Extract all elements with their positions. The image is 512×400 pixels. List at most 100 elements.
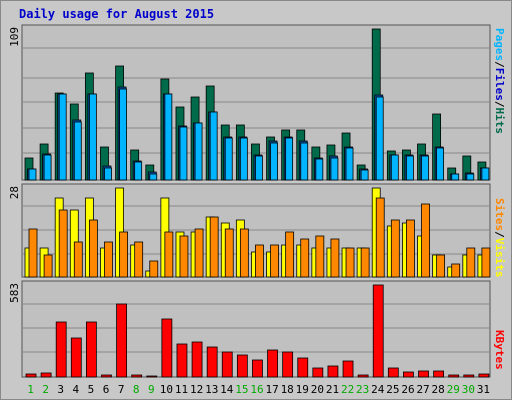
bar-pages-8 — [134, 161, 143, 181]
bar-pages-21 — [330, 157, 339, 181]
bar-kbytes-1 — [25, 373, 37, 378]
bar-sites-5 — [88, 219, 98, 278]
bar-kbytes-25 — [387, 367, 399, 378]
bar-sites-14 — [224, 228, 234, 278]
legend-hits-files-pages-part-1: / — [493, 61, 506, 68]
bar-kbytes-19 — [297, 357, 309, 378]
y-max-label-1: 109 — [8, 27, 21, 47]
bar-pages-16 — [255, 155, 263, 181]
x-tick-label-15: 15 — [235, 383, 248, 396]
bar-pages-2 — [43, 154, 52, 181]
bar-kbytes-7 — [116, 303, 127, 378]
bar-sites-20 — [315, 235, 325, 278]
x-tick-label-25: 25 — [386, 383, 399, 396]
x-tick-label-30: 30 — [462, 383, 475, 396]
legend-visits-sites: Sites/Visits — [493, 198, 506, 278]
x-tick-label-1: 1 — [27, 383, 34, 396]
bar-sites-15 — [239, 228, 249, 278]
bar-sites-8 — [134, 241, 144, 278]
x-tick-label-14: 14 — [220, 383, 234, 396]
bar-pages-17 — [270, 142, 278, 181]
legend-visits-sites-part-0: Sites — [493, 198, 506, 231]
bar-kbytes-16 — [252, 359, 263, 378]
bar-pages-9 — [149, 173, 158, 181]
legend-visits-sites-part-1: / — [493, 231, 506, 238]
bar-sites-7 — [119, 231, 128, 278]
x-tick-label-22: 22 — [341, 383, 354, 396]
bar-kbytes-31 — [478, 373, 490, 378]
bar-pages-6 — [104, 167, 112, 181]
bar-sites-30 — [466, 247, 476, 278]
bar-sites-31 — [481, 247, 491, 278]
x-tick-label-24: 24 — [371, 383, 385, 396]
bar-sites-26 — [406, 219, 415, 278]
bar-pages-19 — [300, 142, 309, 181]
bar-pages-18 — [285, 137, 294, 181]
chart-title: Daily usage for August 2015 — [19, 7, 215, 21]
legend-kbytes-part-0: KBytes — [493, 330, 506, 370]
legend-hits-files-pages-part-0: Pages — [493, 28, 506, 61]
bar-sites-19 — [300, 238, 310, 278]
bar-pages-10 — [164, 93, 173, 181]
x-tick-label-3: 3 — [57, 383, 64, 396]
bar-sites-17 — [270, 244, 279, 278]
bar-kbytes-14 — [221, 351, 233, 378]
bar-kbytes-22 — [342, 360, 354, 378]
x-tick-label-28: 28 — [432, 383, 445, 396]
bar-kbytes-8 — [131, 374, 143, 378]
legend-hits-files-pages: Pages/Files/Hits — [493, 28, 506, 134]
x-tick-label-27: 27 — [416, 383, 429, 396]
bar-pages-14 — [224, 137, 233, 181]
bar-sites-13 — [209, 216, 219, 278]
bar-pages-13 — [209, 111, 218, 181]
bar-kbytes-23 — [357, 374, 369, 378]
y-max-label-3: 583 — [8, 283, 21, 303]
bar-pages-15 — [239, 137, 248, 181]
x-tick-label-11: 11 — [175, 383, 188, 396]
bar-kbytes-4 — [70, 337, 82, 378]
bar-sites-25 — [390, 219, 400, 278]
legend-visits-sites-part-2: Visits — [493, 238, 506, 278]
bar-kbytes-28 — [433, 370, 445, 378]
bar-kbytes-9 — [146, 375, 158, 378]
x-tick-label-26: 26 — [401, 383, 414, 396]
bar-sites-23 — [360, 247, 370, 278]
bar-sites-29 — [451, 263, 461, 278]
bar-pages-5 — [88, 93, 97, 181]
bar-kbytes-24 — [372, 284, 384, 378]
bar-pages-27 — [421, 155, 429, 181]
bar-pages-30 — [466, 173, 475, 181]
bar-kbytes-15 — [236, 354, 248, 378]
legend-kbytes: KBytes — [493, 330, 506, 370]
x-tick-label-8: 8 — [133, 383, 140, 396]
bar-pages-24 — [375, 96, 384, 181]
bar-pages-26 — [406, 155, 414, 181]
bar-kbytes-3 — [55, 321, 67, 378]
bar-sites-1 — [28, 228, 38, 278]
bar-kbytes-2 — [40, 372, 52, 378]
bar-kbytes-18 — [282, 351, 294, 378]
bar-kbytes-26 — [403, 371, 414, 378]
bar-pages-23 — [360, 169, 369, 181]
bar-kbytes-5 — [85, 321, 97, 378]
bar-pages-11 — [179, 126, 188, 181]
x-tick-label-9: 9 — [148, 383, 155, 396]
bar-kbytes-27 — [418, 370, 429, 378]
bar-sites-16 — [255, 244, 264, 278]
x-tick-label-29: 29 — [447, 383, 460, 396]
bar-kbytes-20 — [312, 367, 324, 378]
bar-pages-7 — [119, 88, 127, 181]
x-tick-label-18: 18 — [281, 383, 294, 396]
bar-pages-22 — [345, 147, 354, 181]
x-tick-label-10: 10 — [160, 383, 173, 396]
bar-kbytes-21 — [327, 365, 339, 378]
legend-hits-files-pages-part-4: Hits — [493, 108, 506, 135]
bar-sites-11 — [179, 235, 189, 278]
x-tick-label-6: 6 — [103, 383, 110, 396]
bar-kbytes-11 — [176, 343, 188, 378]
x-tick-label-19: 19 — [296, 383, 309, 396]
bar-sites-22 — [345, 247, 355, 278]
x-tick-label-4: 4 — [73, 383, 80, 396]
bar-sites-28 — [436, 254, 446, 278]
bar-kbytes-29 — [448, 374, 460, 378]
